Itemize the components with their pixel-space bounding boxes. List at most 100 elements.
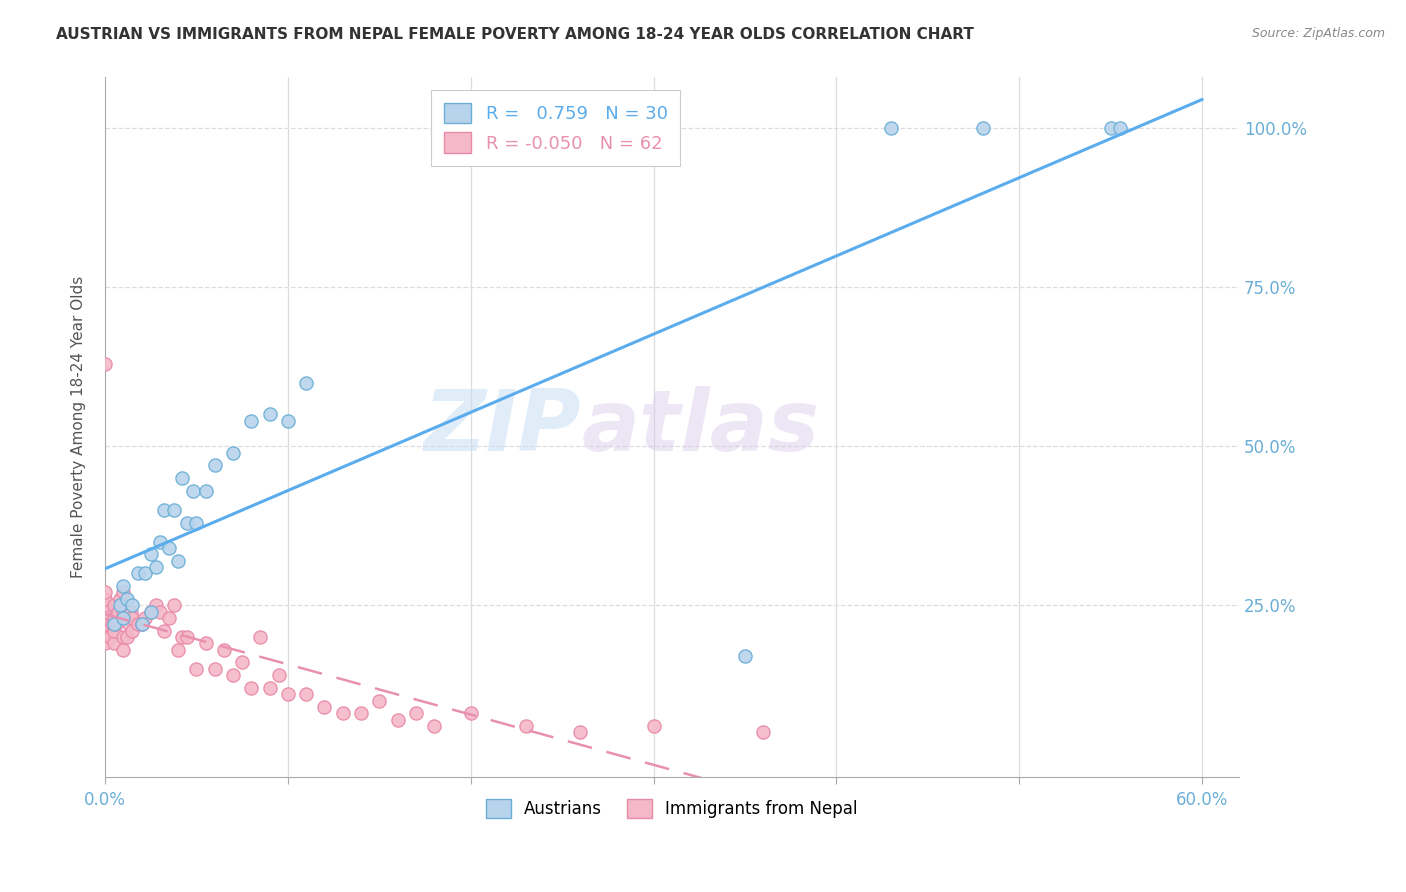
Point: [332, 706, 354, 721]
Point: [972, 121, 994, 136]
Point: [295, 687, 318, 701]
Point: [94, 598, 117, 612]
Point: [94, 591, 117, 606]
Point: [515, 719, 537, 733]
Point: [100, 630, 122, 644]
Y-axis label: Female Poverty Among 18-24 Year Olds: Female Poverty Among 18-24 Year Olds: [72, 276, 86, 578]
Point: [249, 630, 271, 644]
Point: [94, 357, 117, 371]
Point: [103, 598, 125, 612]
Point: [734, 648, 756, 663]
Point: [240, 681, 263, 695]
Point: [1109, 121, 1132, 136]
Point: [204, 662, 226, 676]
Point: [112, 585, 135, 599]
Point: [94, 617, 117, 632]
Point: [460, 706, 482, 721]
Point: [139, 605, 162, 619]
Point: [108, 591, 131, 606]
Point: [880, 121, 903, 136]
Point: [108, 598, 131, 612]
Point: [103, 617, 125, 632]
Point: [186, 516, 208, 530]
Point: [94, 585, 117, 599]
Point: [101, 617, 124, 632]
Text: atlas: atlas: [581, 385, 820, 468]
Point: [277, 414, 299, 428]
Point: [112, 642, 135, 657]
Point: [387, 713, 409, 727]
Point: [103, 611, 125, 625]
Point: [186, 662, 208, 676]
Point: [134, 566, 156, 581]
Point: [94, 636, 117, 650]
Point: [149, 605, 172, 619]
Point: [112, 611, 135, 625]
Point: [118, 617, 141, 632]
Point: [267, 668, 290, 682]
Point: [314, 700, 336, 714]
Text: AUSTRIAN VS IMMIGRANTS FROM NEPAL FEMALE POVERTY AMONG 18-24 YEAR OLDS CORRELATI: AUSTRIAN VS IMMIGRANTS FROM NEPAL FEMALE…: [56, 27, 974, 42]
Point: [231, 656, 253, 670]
Point: [134, 611, 156, 625]
Text: ZIP: ZIP: [423, 385, 581, 468]
Point: [115, 630, 138, 644]
Point: [569, 725, 592, 739]
Point: [157, 541, 180, 555]
Point: [212, 642, 235, 657]
Point: [139, 605, 162, 619]
Point: [103, 636, 125, 650]
Point: [131, 617, 153, 632]
Point: [94, 605, 117, 619]
Point: [103, 624, 125, 638]
Point: [121, 611, 143, 625]
Point: [170, 630, 193, 644]
Point: [1099, 121, 1122, 136]
Point: [163, 503, 186, 517]
Point: [152, 503, 174, 517]
Point: [176, 630, 198, 644]
Point: [107, 605, 129, 619]
Point: [170, 471, 193, 485]
Point: [112, 579, 135, 593]
Point: [167, 642, 190, 657]
Point: [204, 458, 226, 473]
Point: [120, 605, 142, 619]
Point: [176, 516, 198, 530]
Point: [104, 617, 127, 632]
Point: [145, 598, 167, 612]
Point: [127, 566, 149, 581]
Point: [423, 719, 446, 733]
Point: [145, 560, 167, 574]
Point: [181, 483, 204, 498]
Point: [149, 534, 172, 549]
Point: [121, 624, 143, 638]
Point: [368, 693, 391, 707]
Point: [139, 547, 162, 561]
Point: [163, 598, 186, 612]
Point: [222, 445, 245, 459]
Point: [643, 719, 665, 733]
Point: [350, 706, 373, 721]
Text: Source: ZipAtlas.com: Source: ZipAtlas.com: [1251, 27, 1385, 40]
Point: [167, 554, 190, 568]
Point: [222, 668, 245, 682]
Point: [94, 624, 117, 638]
Point: [115, 591, 138, 606]
Point: [112, 605, 135, 619]
Point: [259, 681, 281, 695]
Point: [295, 376, 318, 390]
Point: [259, 408, 281, 422]
Point: [277, 687, 299, 701]
Point: [157, 611, 180, 625]
Point: [240, 414, 263, 428]
Point: [94, 611, 117, 625]
Point: [112, 630, 135, 644]
Point: [152, 624, 174, 638]
Point: [131, 617, 153, 632]
Point: [405, 706, 427, 721]
Legend: Austrians, Immigrants from Nepal: Austrians, Immigrants from Nepal: [479, 792, 865, 824]
Point: [194, 636, 217, 650]
Point: [194, 483, 217, 498]
Point: [121, 598, 143, 612]
